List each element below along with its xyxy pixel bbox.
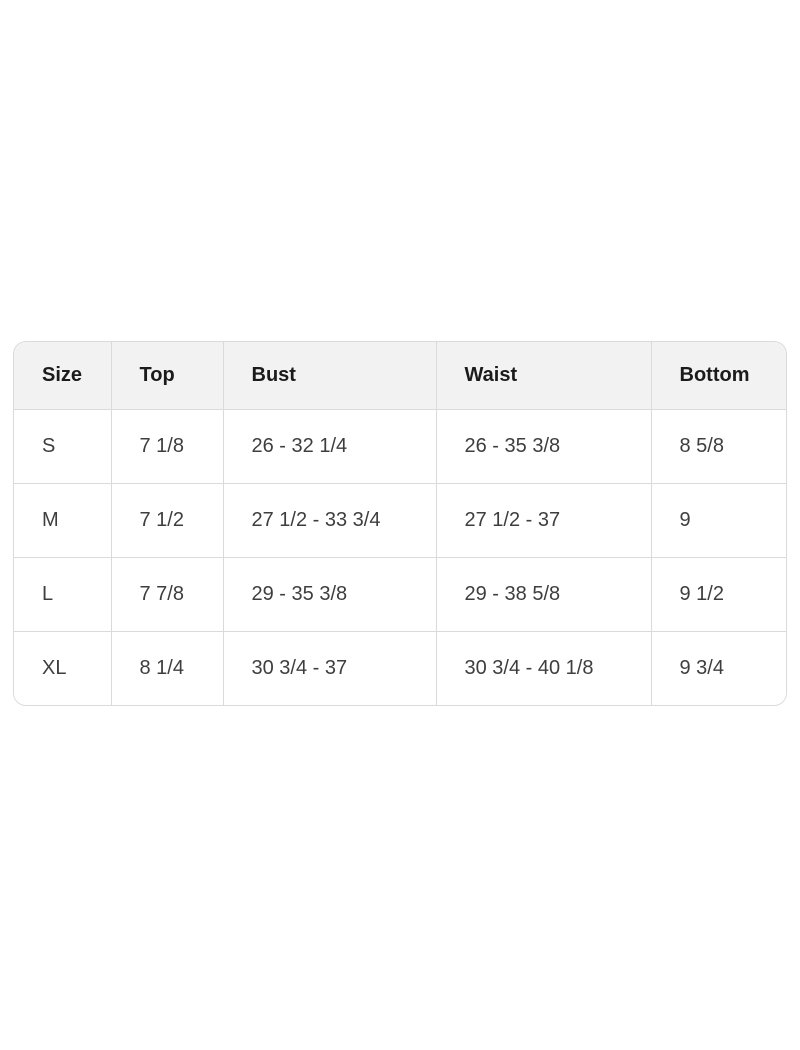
table-row-m: M 7 1/2 27 1/2 - 33 3/4 27 1/2 - 37 9	[14, 483, 786, 558]
cell-top: 7 7/8	[110, 557, 223, 632]
cell-bust: 27 1/2 - 33 3/4	[222, 483, 436, 558]
cell-bottom: 9 3/4	[650, 631, 786, 705]
size-chart-table: Size Top Bust Waist Bottom S 7 1/8 26 - …	[14, 342, 786, 705]
cell-waist: 27 1/2 - 37	[435, 483, 651, 558]
size-chart-card: Size Top Bust Waist Bottom S 7 1/8 26 - …	[13, 341, 787, 706]
column-header-bottom: Bottom	[650, 342, 786, 410]
column-header-waist: Waist	[435, 342, 651, 410]
cell-top: 8 1/4	[110, 631, 223, 705]
table-row-xl: XL 8 1/4 30 3/4 - 37 30 3/4 - 40 1/8 9 3…	[14, 631, 786, 705]
column-header-top: Top	[110, 342, 223, 410]
column-header-size: Size	[14, 342, 111, 410]
cell-bust: 29 - 35 3/8	[222, 557, 436, 632]
cell-bottom: 9 1/2	[650, 557, 786, 632]
cell-bottom: 9	[650, 483, 786, 558]
table-row-l: L 7 7/8 29 - 35 3/8 29 - 38 5/8 9 1/2	[14, 557, 786, 632]
cell-waist: 29 - 38 5/8	[435, 557, 651, 632]
cell-size: S	[14, 409, 111, 484]
header-row: Size Top Bust Waist Bottom	[14, 342, 786, 410]
cell-size: M	[14, 483, 111, 558]
cell-waist: 26 - 35 3/8	[435, 409, 651, 484]
cell-size: L	[14, 557, 111, 632]
cell-bust: 30 3/4 - 37	[222, 631, 436, 705]
cell-top: 7 1/2	[110, 483, 223, 558]
cell-waist: 30 3/4 - 40 1/8	[435, 631, 651, 705]
table-row-s: S 7 1/8 26 - 32 1/4 26 - 35 3/8 8 5/8	[14, 409, 786, 484]
cell-top: 7 1/8	[110, 409, 223, 484]
cell-size: XL	[14, 631, 111, 705]
cell-bust: 26 - 32 1/4	[222, 409, 436, 484]
column-header-bust: Bust	[222, 342, 436, 410]
cell-bottom: 8 5/8	[650, 409, 786, 484]
